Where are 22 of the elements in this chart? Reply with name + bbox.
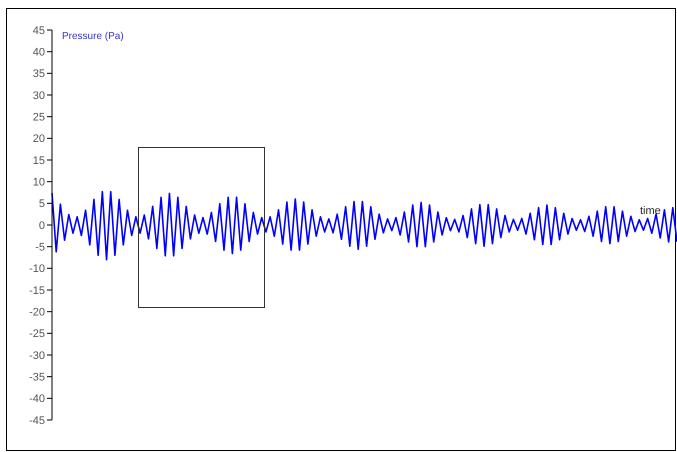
y-tick-label: -35 xyxy=(29,372,45,384)
y-tick-label: -45 xyxy=(29,414,45,427)
y-tick-label: 0 xyxy=(38,220,45,232)
y-tick-label: 45 xyxy=(32,24,45,37)
y-tick-label: 40 xyxy=(32,46,45,59)
y-tick-label: -20 xyxy=(29,306,45,319)
y-tick-label: 30 xyxy=(32,90,45,102)
x-axis-title: time xyxy=(640,205,661,217)
y-tick-label: 25 xyxy=(32,112,45,124)
y-tick-label: 15 xyxy=(32,154,45,167)
y-tick-label: -30 xyxy=(29,350,45,362)
y-tick-label: 10 xyxy=(32,176,45,189)
y-tick-label: -10 xyxy=(29,263,45,276)
y-tick-label: -5 xyxy=(35,242,45,254)
y-tick-label: 35 xyxy=(32,68,45,80)
y-tick-label: -25 xyxy=(29,328,45,340)
y-tick-label: -40 xyxy=(29,393,45,406)
line-series xyxy=(51,190,677,260)
y-tick-label: -15 xyxy=(29,284,45,297)
y-tick-label: 20 xyxy=(32,133,45,146)
y-axis-title: Pressure (Pa) xyxy=(62,31,124,42)
y-tick-label: 5 xyxy=(38,198,45,210)
